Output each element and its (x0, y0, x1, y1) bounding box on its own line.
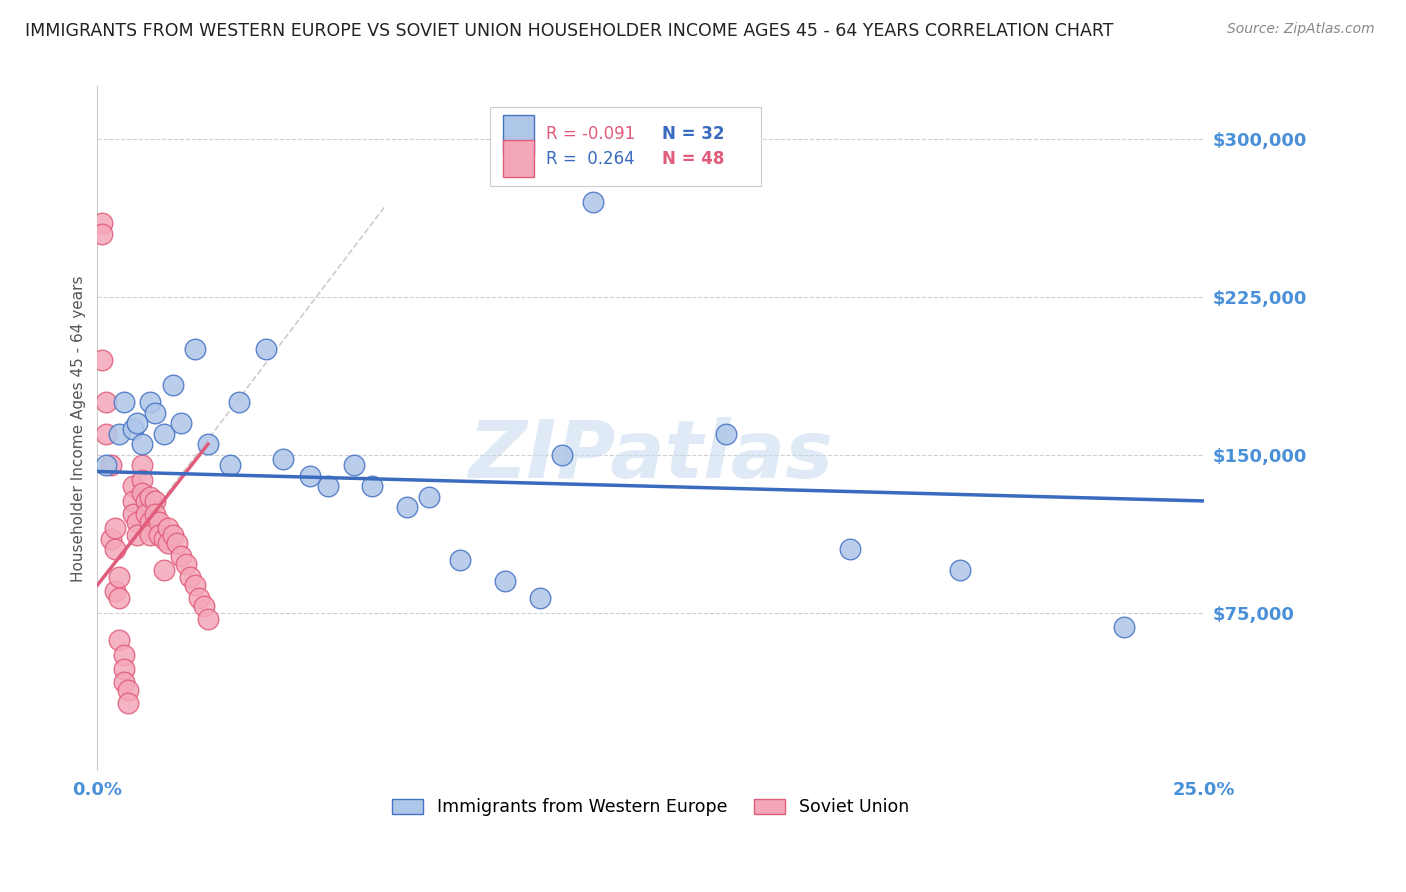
Point (131, 485, 153, 500)
Point (121, 494, 143, 508)
Point (170, 549, 193, 563)
Point (148, 515, 170, 529)
Point (117, 696, 139, 710)
Point (104, 521, 127, 535)
Point (100, 458, 122, 473)
Point (131, 473, 153, 487)
Point (96, 395, 118, 409)
Point (183, 343, 205, 357)
Text: R = -0.091: R = -0.091 (546, 125, 634, 143)
Point (360, 479, 382, 493)
Point (197, 437, 219, 451)
Point (90, 227, 112, 241)
Point (316, 479, 339, 493)
Text: ZIPatlas: ZIPatlas (468, 417, 834, 495)
Point (96, 458, 118, 473)
Point (714, 426, 737, 441)
Y-axis label: Householder Income Ages 45 - 64 years: Householder Income Ages 45 - 64 years (72, 275, 86, 582)
Point (582, 195, 605, 210)
Point (139, 395, 162, 409)
Point (127, 515, 149, 529)
Point (100, 532, 122, 546)
Point (152, 532, 174, 546)
Point (143, 406, 166, 420)
Point (449, 553, 471, 567)
Point (96, 426, 118, 441)
Point (179, 570, 201, 584)
Point (104, 542, 127, 557)
FancyBboxPatch shape (503, 140, 534, 178)
Point (139, 490, 162, 504)
Point (166, 536, 188, 550)
Point (343, 458, 366, 473)
Point (396, 500, 419, 515)
Point (219, 458, 242, 473)
Point (127, 527, 149, 541)
FancyBboxPatch shape (491, 107, 761, 186)
FancyBboxPatch shape (503, 115, 534, 153)
Point (121, 507, 143, 521)
Point (170, 416, 193, 430)
Point (127, 416, 149, 430)
Legend: Immigrants from Western Europe, Soviet Union: Immigrants from Western Europe, Soviet U… (385, 791, 917, 823)
Point (529, 591, 551, 605)
Point (108, 426, 131, 441)
Point (121, 479, 143, 493)
Point (112, 675, 135, 690)
Point (108, 632, 131, 647)
Point (188, 591, 211, 605)
Text: Source: ZipAtlas.com: Source: ZipAtlas.com (1227, 22, 1375, 37)
Point (551, 448, 574, 462)
Point (112, 662, 135, 676)
Point (418, 490, 440, 504)
Text: N = 32: N = 32 (662, 125, 724, 143)
Point (112, 648, 135, 662)
Point (139, 527, 162, 541)
Point (143, 494, 166, 508)
Point (121, 422, 143, 436)
Point (157, 521, 180, 535)
Text: R =  0.264: R = 0.264 (546, 150, 634, 168)
Point (949, 563, 972, 577)
Point (228, 395, 250, 409)
Text: IMMIGRANTS FROM WESTERN EUROPE VS SOVIET UNION HOUSEHOLDER INCOME AGES 45 - 64 Y: IMMIGRANTS FROM WESTERN EUROPE VS SOVIET… (25, 22, 1114, 40)
Point (135, 507, 157, 521)
Point (174, 557, 197, 571)
Point (139, 515, 162, 529)
Point (254, 343, 277, 357)
Point (1114, 620, 1136, 634)
Point (162, 527, 184, 541)
Point (108, 570, 131, 584)
Text: N = 48: N = 48 (662, 150, 724, 168)
Point (131, 437, 153, 451)
Point (197, 612, 219, 626)
Point (152, 426, 174, 441)
Point (162, 378, 184, 392)
Point (104, 584, 127, 599)
Point (152, 563, 174, 577)
Point (157, 536, 180, 550)
Point (90, 353, 112, 368)
Point (117, 683, 139, 698)
Point (112, 395, 135, 409)
Point (494, 574, 516, 588)
Point (193, 599, 215, 614)
Point (135, 494, 157, 508)
Point (271, 451, 294, 466)
Point (108, 591, 131, 605)
Point (183, 578, 205, 592)
Point (143, 507, 166, 521)
Point (838, 542, 860, 557)
Point (298, 468, 321, 483)
Point (90, 216, 112, 230)
Point (148, 527, 170, 541)
Point (131, 458, 153, 473)
